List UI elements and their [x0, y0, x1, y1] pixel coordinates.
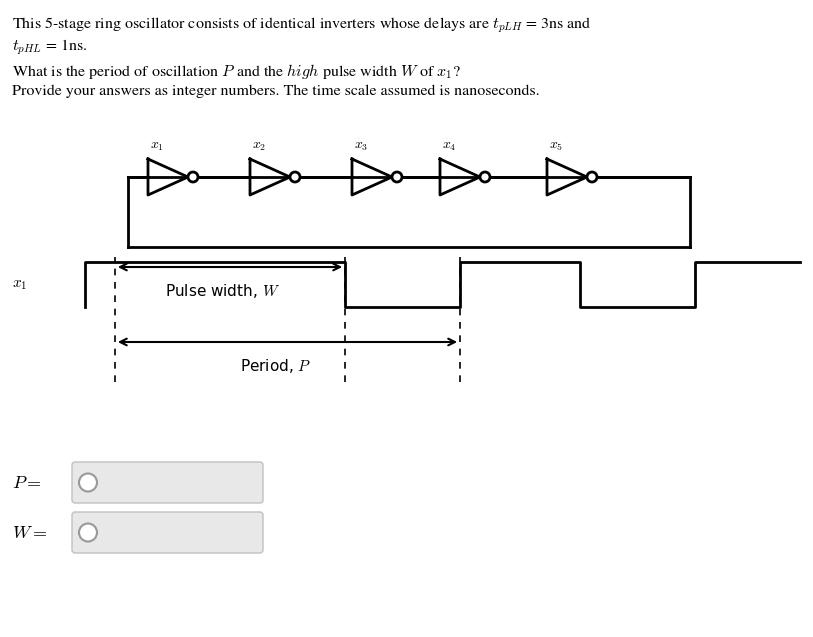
Circle shape [290, 172, 300, 182]
Text: This 5-stage ring oscillator consists of identical inverters whose delays are $t: This 5-stage ring oscillator consists of… [12, 15, 592, 34]
Circle shape [480, 172, 490, 182]
Text: Period, $P$: Period, $P$ [240, 357, 311, 375]
Circle shape [392, 172, 402, 182]
FancyBboxPatch shape [72, 512, 263, 553]
Text: Pulse width, $W$: Pulse width, $W$ [165, 282, 280, 300]
Text: Provide your answers as integer numbers. The time scale assumed is nanoseconds.: Provide your answers as integer numbers.… [12, 85, 540, 98]
Circle shape [188, 172, 198, 182]
Text: What is the period of oscillation $P$ and the $\mathit{high}$ pulse width $W$ of: What is the period of oscillation $P$ an… [12, 62, 461, 81]
Text: $x_1$: $x_1$ [12, 277, 28, 292]
Text: $P =$: $P =$ [12, 473, 41, 492]
Text: $x_4$: $x_4$ [442, 139, 457, 153]
FancyBboxPatch shape [72, 462, 263, 503]
Text: $x_1$: $x_1$ [150, 139, 164, 153]
Text: $t_{pHL}$ = 1ns.: $t_{pHL}$ = 1ns. [12, 37, 87, 57]
Text: $W =$: $W =$ [12, 524, 47, 541]
Circle shape [79, 524, 97, 541]
Text: $x_3$: $x_3$ [354, 139, 368, 153]
Text: $x_5$: $x_5$ [549, 139, 563, 153]
Circle shape [79, 473, 97, 492]
Text: $x_2$: $x_2$ [252, 139, 267, 153]
Circle shape [587, 172, 597, 182]
